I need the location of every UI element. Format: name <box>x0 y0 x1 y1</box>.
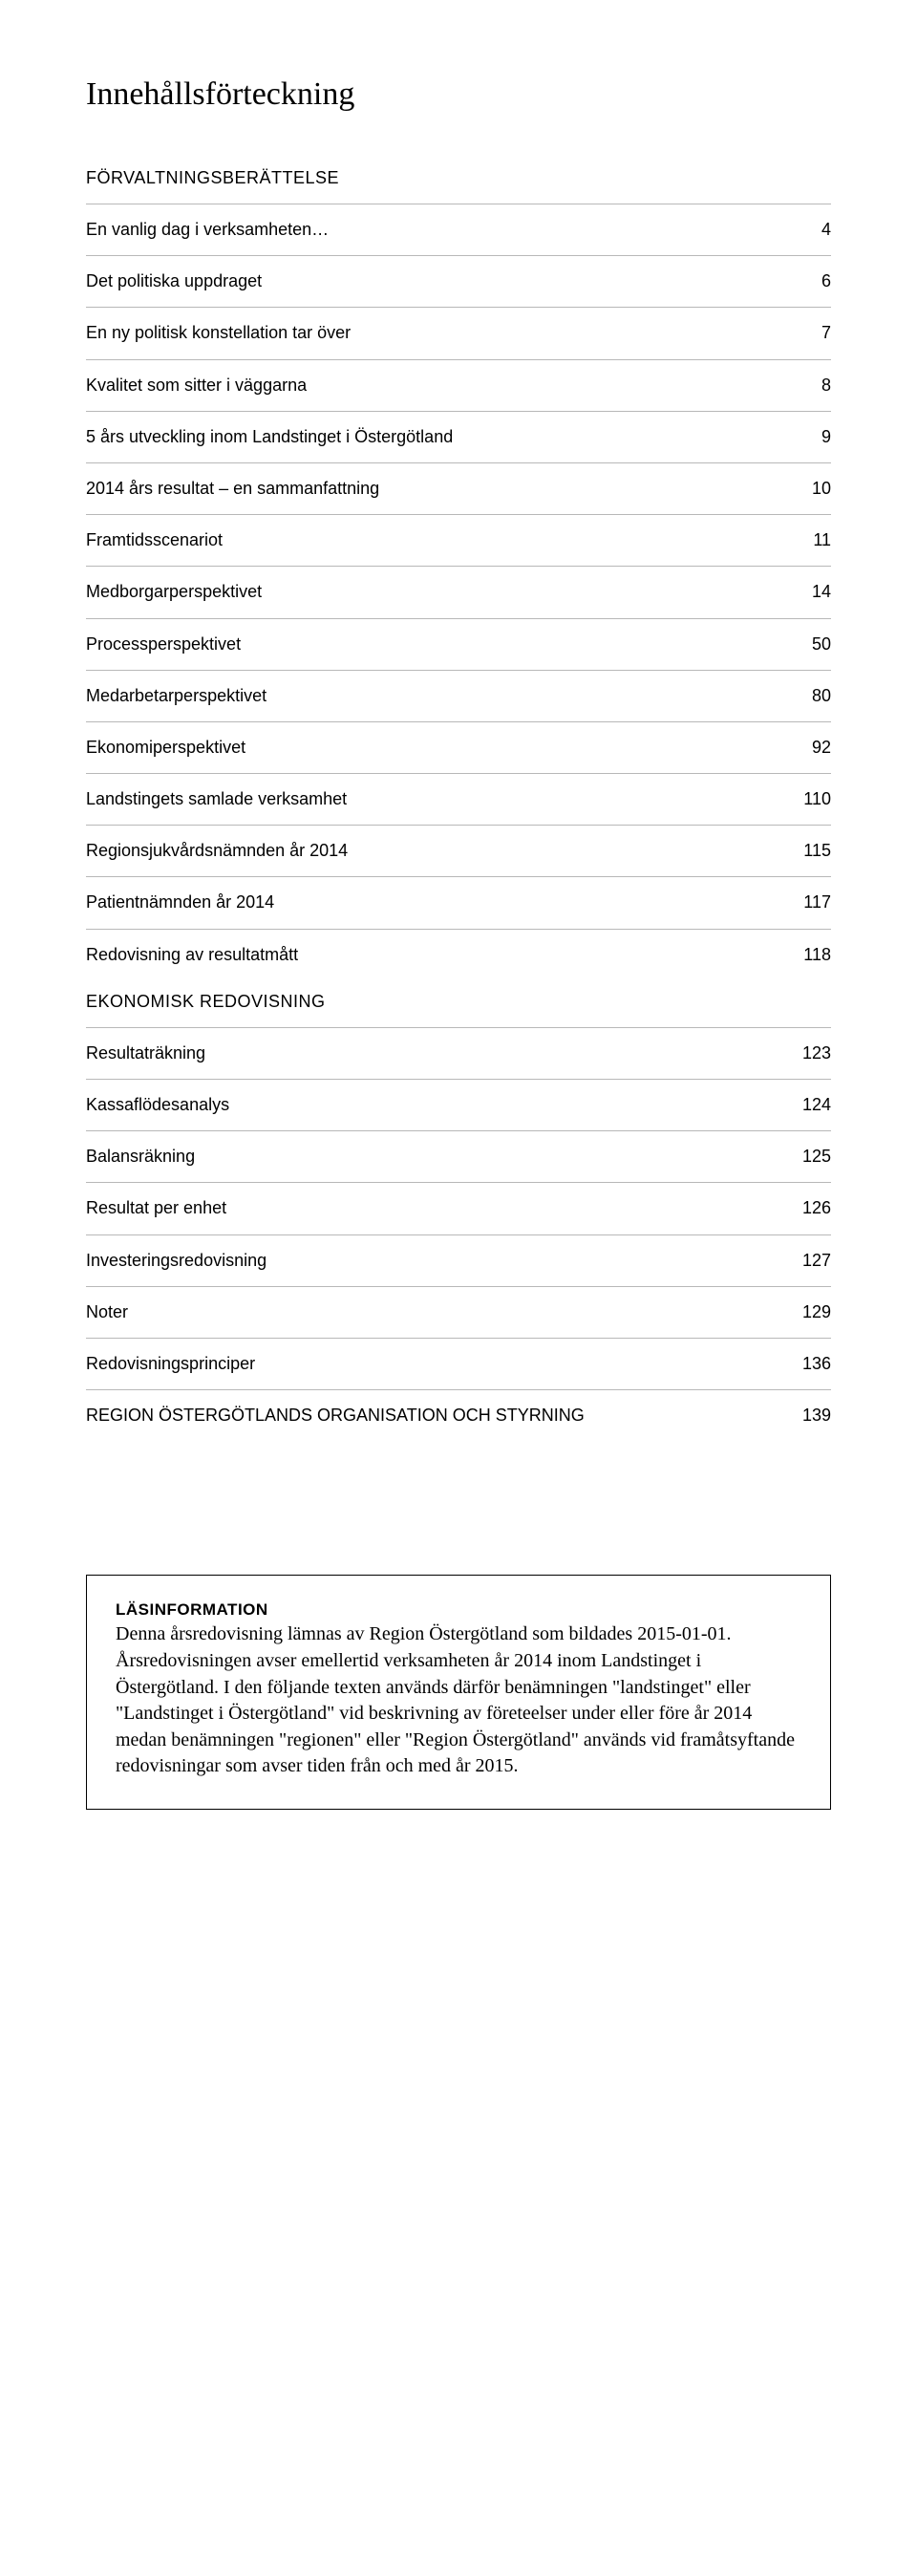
toc-row[interactable]: En vanlig dag i verksamheten…4 <box>86 204 831 255</box>
toc-list-section1: En vanlig dag i verksamheten…4 Det polit… <box>86 204 831 980</box>
toc-page: 10 <box>793 477 831 501</box>
toc-page: 9 <box>793 425 831 449</box>
toc-row[interactable]: Medborgarperspektivet14 <box>86 566 831 617</box>
toc-row[interactable]: Processperspektivet50 <box>86 618 831 670</box>
toc-page: 50 <box>793 633 831 656</box>
toc-label: 2014 års resultat – en sammanfattning <box>86 477 793 501</box>
toc-page: 124 <box>793 1093 831 1117</box>
toc-label: Ekonomiperspektivet <box>86 736 793 760</box>
toc-label: Noter <box>86 1300 793 1324</box>
toc-label: Redovisning av resultatmått <box>86 943 793 967</box>
toc-row[interactable]: En ny politisk konstellation tar över7 <box>86 307 831 358</box>
toc-page: 110 <box>793 787 831 811</box>
toc-row[interactable]: Investeringsredovisning127 <box>86 1234 831 1286</box>
toc-row[interactable]: Ekonomiperspektivet92 <box>86 721 831 773</box>
toc-page: 14 <box>793 580 831 604</box>
toc-page: 115 <box>793 839 831 863</box>
toc-page: 8 <box>793 374 831 397</box>
toc-page: 117 <box>793 891 831 914</box>
info-box-title: LÄSINFORMATION <box>116 1600 801 1620</box>
toc-label: Redovisningsprinciper <box>86 1352 793 1376</box>
toc-label: REGION ÖSTERGÖTLANDS ORGANISATION OCH ST… <box>86 1404 793 1428</box>
toc-label: Patientnämnden år 2014 <box>86 891 793 914</box>
toc-row[interactable]: Balansräkning125 <box>86 1130 831 1182</box>
toc-row[interactable]: Noter129 <box>86 1286 831 1338</box>
toc-page: 80 <box>793 684 831 708</box>
toc-page: 127 <box>793 1249 831 1273</box>
toc-row[interactable]: Det politiska uppdraget6 <box>86 255 831 307</box>
toc-row[interactable]: Redovisningsprinciper136 <box>86 1338 831 1389</box>
section-heading-ekonomisk: EKONOMISK REDOVISNING <box>86 992 831 1012</box>
toc-label: Medarbetarperspektivet <box>86 684 793 708</box>
toc-row[interactable]: Medarbetarperspektivet80 <box>86 670 831 721</box>
toc-label: 5 års utveckling inom Landstinget i Öste… <box>86 425 793 449</box>
toc-label: Resultat per enhet <box>86 1196 793 1220</box>
toc-page: 126 <box>793 1196 831 1220</box>
toc-page: 7 <box>793 321 831 345</box>
toc-page: 125 <box>793 1145 831 1169</box>
toc-label: Processperspektivet <box>86 633 793 656</box>
toc-label: Resultaträkning <box>86 1041 793 1065</box>
toc-row[interactable]: Kassaflödesanalys124 <box>86 1079 831 1130</box>
toc-row[interactable]: 2014 års resultat – en sammanfattning10 <box>86 462 831 514</box>
toc-label: Medborgarperspektivet <box>86 580 793 604</box>
toc-page: 6 <box>793 269 831 293</box>
toc-page: 118 <box>793 943 831 967</box>
toc-label: En vanlig dag i verksamheten… <box>86 218 793 242</box>
toc-label: Balansräkning <box>86 1145 793 1169</box>
toc-page: 11 <box>793 528 831 552</box>
toc-row[interactable]: Landstingets samlade verksamhet110 <box>86 773 831 825</box>
info-box-body: Denna årsredovisning lämnas av Region Ös… <box>116 1621 801 1780</box>
toc-page: 139 <box>793 1404 831 1428</box>
toc-list-section2: Resultaträkning123 Kassaflödesanalys124 … <box>86 1027 831 1442</box>
toc-row[interactable]: Resultat per enhet126 <box>86 1182 831 1234</box>
toc-row[interactable]: 5 års utveckling inom Landstinget i Öste… <box>86 411 831 462</box>
toc-label: Landstingets samlade verksamhet <box>86 787 793 811</box>
toc-page: 129 <box>793 1300 831 1324</box>
section-heading-forvaltning: FÖRVALTNINGSBERÄTTELSE <box>86 168 831 188</box>
toc-row[interactable]: Regionsjukvårdsnämnden år 2014115 <box>86 825 831 876</box>
toc-page: 136 <box>793 1352 831 1376</box>
toc-page: 4 <box>793 218 831 242</box>
toc-label: Det politiska uppdraget <box>86 269 793 293</box>
toc-page: 92 <box>793 736 831 760</box>
toc-label: Kassaflödesanalys <box>86 1093 793 1117</box>
toc-label: Framtidsscenariot <box>86 528 793 552</box>
toc-row[interactable]: Patientnämnden år 2014117 <box>86 876 831 928</box>
toc-label: Regionsjukvårdsnämnden år 2014 <box>86 839 793 863</box>
toc-row[interactable]: Redovisning av resultatmått118 <box>86 929 831 980</box>
toc-page: 123 <box>793 1041 831 1065</box>
toc-row[interactable]: Framtidsscenariot11 <box>86 514 831 566</box>
toc-row[interactable]: REGION ÖSTERGÖTLANDS ORGANISATION OCH ST… <box>86 1389 831 1441</box>
info-box: LÄSINFORMATION Denna årsredovisning lämn… <box>86 1575 831 1810</box>
toc-label: Investeringsredovisning <box>86 1249 793 1273</box>
toc-label: Kvalitet som sitter i väggarna <box>86 374 793 397</box>
toc-row[interactable]: Kvalitet som sitter i väggarna8 <box>86 359 831 411</box>
toc-label: En ny politisk konstellation tar över <box>86 321 793 345</box>
page-title: Innehållsförteckning <box>86 76 831 113</box>
toc-row[interactable]: Resultaträkning123 <box>86 1027 831 1079</box>
